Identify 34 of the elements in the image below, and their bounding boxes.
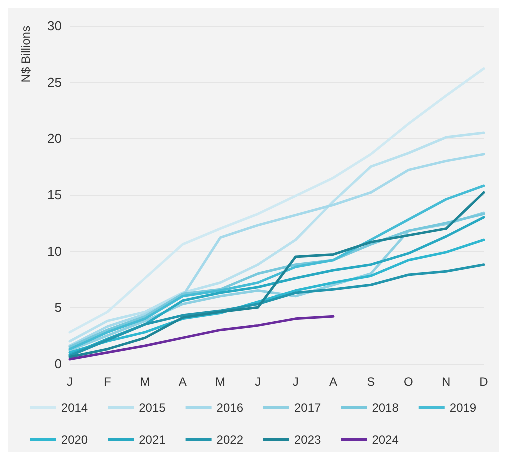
legend-label: 2018 <box>372 401 400 415</box>
legend-label: 2017 <box>294 401 322 415</box>
legend-label: 2015 <box>139 401 166 415</box>
x-tick-label: O <box>404 375 414 389</box>
x-tick-label: M <box>216 375 226 389</box>
y-tick-label: 5 <box>54 300 62 316</box>
y-tick-label: 10 <box>48 244 62 259</box>
legend-label: 2024 <box>372 433 400 447</box>
legend-label: 2020 <box>61 433 88 447</box>
y-tick-label: 0 <box>54 356 62 372</box>
legend-label: 2023 <box>294 433 322 447</box>
x-tick-label: M <box>140 375 150 389</box>
line-series <box>68 68 486 334</box>
legend-label: 2016 <box>216 401 244 415</box>
x-tick-label: S <box>367 375 376 389</box>
x-tick-label: J <box>255 375 262 389</box>
x-tick-label: A <box>329 375 338 389</box>
x-tick-label: J <box>67 375 73 389</box>
line-series <box>68 315 335 361</box>
x-tick-label: D <box>480 375 489 389</box>
y-tick-label: 25 <box>48 74 62 90</box>
legend-label: 2019 <box>450 401 477 415</box>
legend-label: 2014 <box>61 401 88 415</box>
x-tick-label: N <box>442 375 451 389</box>
y-tick-label: 20 <box>48 131 62 146</box>
y-tick-label: 15 <box>48 188 62 202</box>
legend-label: 2021 <box>139 433 166 447</box>
line-series <box>68 264 486 358</box>
x-tick-label: A <box>178 375 187 389</box>
y-tick-label: 30 <box>48 18 62 34</box>
x-tick-label: J <box>292 375 299 389</box>
y-axis-title: N$ Billions <box>19 26 33 83</box>
x-tick-label: F <box>104 375 112 389</box>
legend-label: 2022 <box>216 433 244 447</box>
